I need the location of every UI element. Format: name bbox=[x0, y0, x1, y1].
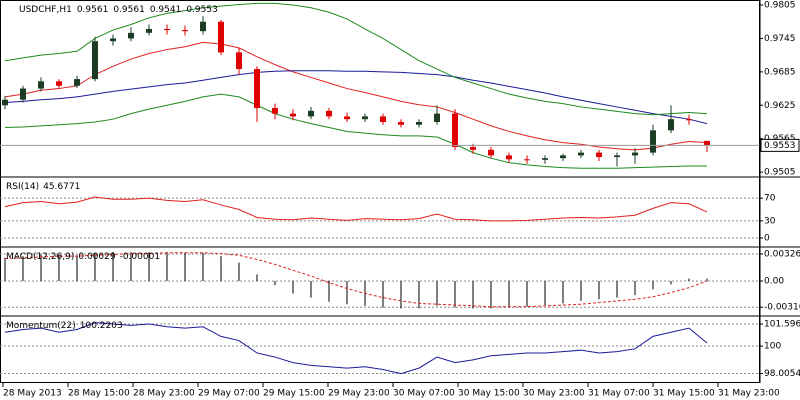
candle-body bbox=[128, 32, 134, 39]
candle-body bbox=[146, 28, 152, 33]
indicator-line bbox=[4, 70, 708, 125]
y-tick-label: 0.9745 bbox=[764, 34, 796, 44]
candle-body bbox=[218, 21, 224, 53]
x-tick-label: 30 May 23:00 bbox=[523, 389, 585, 399]
y-tick-label: -0.00316 bbox=[764, 303, 800, 313]
y-tick-label: 0.9685 bbox=[764, 67, 796, 77]
candle-body bbox=[650, 130, 656, 153]
candle-body bbox=[254, 69, 260, 109]
price-label: 0.9553 bbox=[764, 141, 796, 151]
indicator-value: -0.00001 bbox=[120, 252, 160, 262]
candle-body bbox=[398, 121, 404, 125]
candle-body bbox=[200, 21, 206, 32]
candle-body bbox=[596, 152, 602, 158]
y-tick-label: 0.9805 bbox=[764, 1, 796, 11]
candle-body bbox=[290, 113, 296, 117]
x-tick-label: 30 May 15:00 bbox=[458, 389, 520, 399]
panel-title: Momentum(22) 100.2203 bbox=[6, 321, 123, 331]
candle-body bbox=[272, 108, 278, 114]
indicator-line bbox=[4, 196, 708, 222]
candle-body bbox=[506, 155, 512, 160]
panel-title: MACD(12,26,9) 0.00029 -0.00001 bbox=[6, 252, 160, 262]
candle-body bbox=[614, 155, 620, 158]
candle-body bbox=[704, 140, 710, 146]
candle-body bbox=[308, 110, 314, 117]
header-value: 0.9553 bbox=[186, 5, 218, 15]
candle-body bbox=[452, 113, 458, 148]
indicator-line bbox=[4, 93, 707, 169]
candle-body bbox=[182, 30, 188, 32]
indicator-value: 0.00029 bbox=[78, 252, 115, 262]
candle-body bbox=[362, 116, 368, 120]
chart-header: USDCHF,H1 0.9561 0.9561 0.9541 0.9553 bbox=[19, 5, 218, 15]
y-tick-label: 70 bbox=[764, 194, 776, 204]
y-tick-label: 0.9625 bbox=[764, 101, 796, 111]
x-tick-label: 28 May 15:00 bbox=[68, 389, 130, 399]
y-tick-label: 0.00 bbox=[764, 277, 784, 287]
candle-body bbox=[470, 147, 476, 150]
candle-body bbox=[668, 119, 674, 131]
indicator-line bbox=[4, 2, 708, 116]
candle-body bbox=[434, 113, 440, 122]
candle-body bbox=[56, 81, 62, 86]
x-tick-label: 31 May 07:00 bbox=[588, 389, 650, 399]
x-tick-label: 29 May 23:00 bbox=[328, 389, 390, 399]
candle-body bbox=[20, 88, 26, 100]
x-tick-label: 31 May 15:00 bbox=[653, 389, 715, 399]
header-value: 0.9541 bbox=[150, 5, 182, 15]
candle-body bbox=[380, 116, 386, 122]
candle-body bbox=[74, 79, 80, 86]
candle-body bbox=[164, 28, 170, 31]
indicator-name: RSI(14) bbox=[6, 182, 39, 192]
indicator-line bbox=[4, 322, 708, 375]
candle-body bbox=[92, 41, 98, 80]
y-tick-label: 0.9505 bbox=[764, 168, 796, 178]
x-tick-label: 31 May 23:00 bbox=[718, 389, 780, 399]
candle-body bbox=[110, 38, 116, 42]
indicator-name: MACD(12,26,9) bbox=[6, 252, 74, 262]
header-value: 0.9561 bbox=[113, 5, 145, 15]
y-tick-label: 101.5965 bbox=[764, 320, 800, 330]
candle-body bbox=[560, 155, 566, 159]
candle-body bbox=[488, 149, 494, 156]
header-value: 0.9561 bbox=[77, 5, 109, 15]
header-value: USDCHF,H1 bbox=[19, 5, 72, 15]
candle-body bbox=[416, 121, 422, 125]
y-tick-label: 98.0054 bbox=[764, 369, 800, 379]
signal-line bbox=[4, 252, 708, 308]
y-tick-label: 0.00326 bbox=[764, 249, 800, 259]
y-tick-label: 30 bbox=[764, 216, 776, 226]
y-tick-label: 0 bbox=[764, 234, 770, 244]
x-tick-label: 29 May 15:00 bbox=[263, 389, 325, 399]
candle-body bbox=[542, 158, 548, 160]
candle-body bbox=[632, 152, 638, 156]
candle-body bbox=[2, 99, 8, 106]
x-tick-label: 28 May 23:00 bbox=[133, 389, 195, 399]
y-tick-label: 100 bbox=[764, 342, 781, 352]
candle-body bbox=[236, 52, 242, 70]
x-tick-label: 29 May 07:00 bbox=[198, 389, 260, 399]
x-tick-label: 28 May 2013 bbox=[3, 389, 62, 399]
x-tick-label: 30 May 07:00 bbox=[393, 389, 455, 399]
indicator-value: 100.2203 bbox=[80, 321, 123, 331]
plot-frame bbox=[0, 0, 760, 383]
candle-body bbox=[524, 159, 530, 161]
candle-body bbox=[326, 110, 332, 117]
panel-title: RSI(14) 45.6771 bbox=[6, 182, 80, 192]
candle-body bbox=[686, 119, 692, 121]
candle-body bbox=[578, 152, 584, 156]
price-label-box bbox=[760, 138, 800, 152]
indicator-name: Momentum(22) bbox=[6, 321, 76, 331]
candle-body bbox=[344, 116, 350, 120]
candle-body bbox=[38, 81, 44, 89]
indicator-value: 45.6771 bbox=[43, 182, 80, 192]
